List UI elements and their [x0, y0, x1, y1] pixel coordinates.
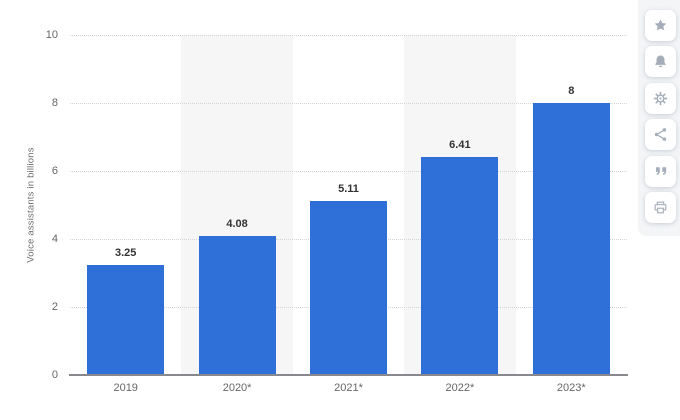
settings-button[interactable]	[645, 83, 676, 114]
bar-value-label: 6.41	[449, 139, 471, 152]
bar-value-label: 3.25	[114, 246, 137, 259]
y-tick-label: 8	[51, 97, 58, 109]
bar[interactable]	[532, 103, 610, 375]
printer-icon	[654, 201, 667, 214]
bell-icon	[655, 55, 666, 68]
y-tick-label: 2	[51, 301, 58, 313]
bar[interactable]	[421, 157, 499, 375]
bar-value-label: 4.08	[226, 218, 248, 231]
cite-button[interactable]	[645, 156, 676, 187]
bar[interactable]	[87, 264, 165, 375]
x-tick-label: 2022*	[445, 382, 475, 394]
y-tick-label: 4	[51, 233, 58, 245]
quote-icon	[655, 167, 667, 175]
bar[interactable]	[198, 236, 276, 375]
x-tick-label: 2019	[113, 382, 138, 394]
bar[interactable]	[310, 201, 387, 375]
y-axis-title: Voice assistants in billions	[25, 147, 37, 263]
notifications-button[interactable]	[645, 46, 676, 77]
favorite-button[interactable]	[645, 10, 676, 41]
print-button[interactable]	[645, 192, 676, 223]
y-tick-label: 10	[45, 29, 58, 41]
x-tick-label: 2021*	[334, 382, 363, 394]
share-button[interactable]	[645, 119, 676, 150]
gridline	[70, 171, 627, 172]
x-axis-line	[69, 374, 628, 376]
gear-icon	[653, 91, 668, 106]
y-tick-label: 0	[51, 369, 58, 381]
share-icon	[654, 128, 667, 141]
bar-value-label: 5.11	[338, 183, 359, 196]
gridline	[70, 103, 627, 104]
star-icon	[654, 19, 667, 31]
x-tick-label: 2020*	[222, 382, 252, 394]
gridline	[70, 35, 627, 36]
y-tick-label: 6	[51, 165, 58, 177]
x-tick-label: 2023*	[556, 382, 586, 394]
bar-value-label: 8	[568, 85, 575, 97]
